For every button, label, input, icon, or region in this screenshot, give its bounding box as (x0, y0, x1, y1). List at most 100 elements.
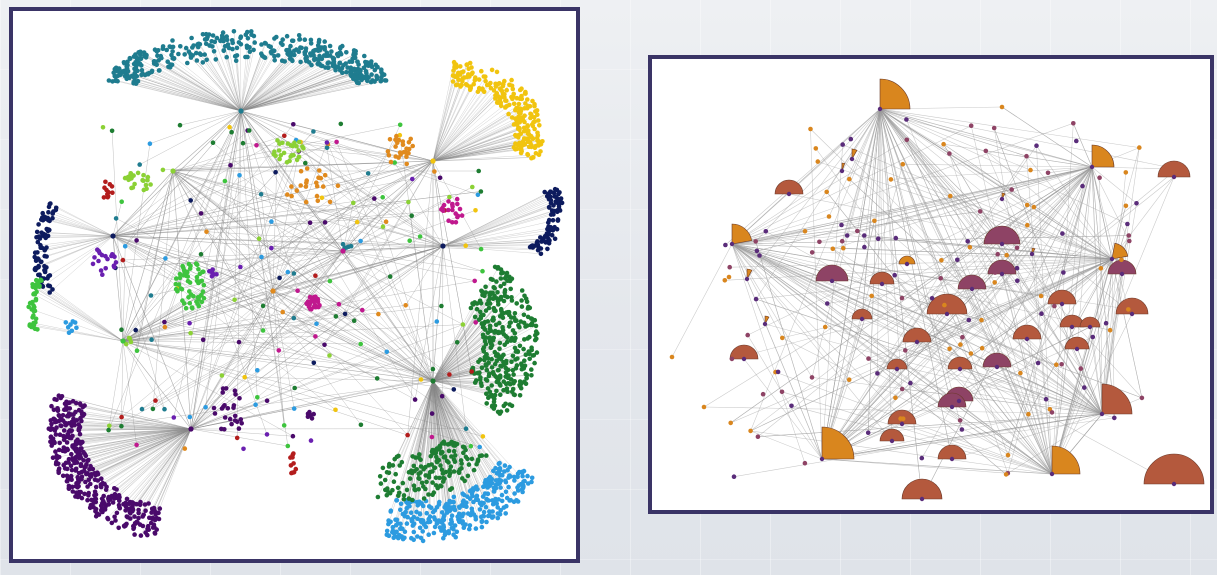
edge-line (179, 110, 242, 126)
graph-node (188, 52, 193, 57)
graph-node (383, 219, 389, 224)
graph-node (151, 59, 157, 64)
graph-node (304, 166, 310, 171)
graph-node (519, 288, 525, 293)
graph-node (977, 209, 983, 214)
graph-node (495, 511, 501, 516)
graph-node (394, 498, 399, 503)
edge-line (442, 227, 555, 247)
graph-node (194, 58, 200, 63)
graph-node (327, 278, 333, 284)
graph-node (170, 44, 176, 50)
edge-line (112, 210, 445, 237)
graph-node (536, 118, 541, 123)
edge-line (671, 243, 733, 358)
edge-line (212, 142, 344, 252)
edge-line (432, 157, 534, 162)
edge-line (293, 250, 344, 319)
graph-node (112, 486, 117, 491)
graph-node (513, 357, 518, 362)
graph-node (501, 281, 507, 287)
edge-line (47, 217, 114, 237)
edge-line (432, 76, 470, 162)
graph-node (484, 378, 490, 383)
graph-node (495, 329, 501, 335)
edge-line (45, 235, 114, 239)
graph-node (536, 141, 541, 147)
edge-line (48, 212, 114, 237)
edge-line (123, 428, 192, 505)
edge-line (67, 428, 192, 436)
edge-line (122, 246, 126, 342)
graph-node (31, 303, 36, 308)
edge-line (342, 250, 379, 315)
graph-node (39, 278, 44, 283)
sector-glyph (1143, 453, 1205, 485)
edge-line (64, 428, 192, 431)
graph-node (521, 346, 526, 352)
graph-node (513, 318, 519, 323)
graph-node (512, 478, 517, 483)
graph-node (36, 234, 42, 239)
edge-line (45, 235, 114, 250)
edge-line (143, 428, 192, 515)
graph-node (502, 276, 508, 281)
edge-line (432, 121, 518, 162)
graph-node (534, 108, 540, 113)
graph-node (491, 468, 496, 474)
edge-line (272, 250, 344, 292)
graph-node (829, 278, 835, 284)
graph-node (395, 140, 400, 145)
edge-line (122, 340, 165, 410)
edge-line (122, 110, 242, 342)
graph-node (513, 132, 518, 138)
graph-node (1171, 174, 1177, 180)
sector-glyph (901, 478, 943, 500)
edge-line (1001, 106, 1093, 168)
graph-node (200, 60, 206, 65)
graph-node (224, 54, 229, 60)
graph-node (439, 207, 444, 212)
edge-line (80, 417, 192, 430)
graph-node (246, 128, 252, 133)
graph-node (456, 70, 462, 76)
graph-node (520, 473, 525, 479)
graph-node (303, 199, 309, 205)
graph-node (178, 286, 184, 291)
graph-node (303, 160, 308, 166)
graph-node (63, 401, 69, 407)
graph-node (497, 320, 502, 326)
graph-node (140, 523, 146, 529)
graph-node (919, 455, 925, 461)
graph-node (232, 297, 237, 303)
graph-node (401, 496, 407, 502)
edge-line (56, 207, 114, 237)
graph-node (141, 50, 147, 55)
edge-line (382, 197, 444, 247)
graph-node (456, 470, 462, 476)
edge-line (172, 165, 231, 172)
graph-node (127, 499, 133, 505)
graph-node (859, 316, 865, 322)
graph-node (512, 491, 517, 496)
graph-node (452, 62, 458, 68)
edge-line (240, 36, 277, 112)
graph-node (294, 188, 300, 193)
graph-node (409, 519, 415, 524)
graph-node (503, 511, 509, 516)
edge-line (731, 243, 850, 380)
edge-line (442, 245, 541, 254)
right-aggregated-graph (669, 78, 1205, 502)
edge-line (127, 428, 192, 509)
graph-node (46, 227, 51, 232)
graph-node (298, 183, 304, 188)
graph-node (1009, 187, 1014, 192)
graph-node (39, 245, 45, 251)
graph-node (78, 441, 83, 447)
graph-node (532, 115, 537, 120)
edge-line (731, 235, 848, 245)
graph-node (318, 175, 324, 181)
graph-node (498, 392, 503, 398)
graph-node (145, 526, 150, 532)
edge-line (342, 198, 375, 252)
